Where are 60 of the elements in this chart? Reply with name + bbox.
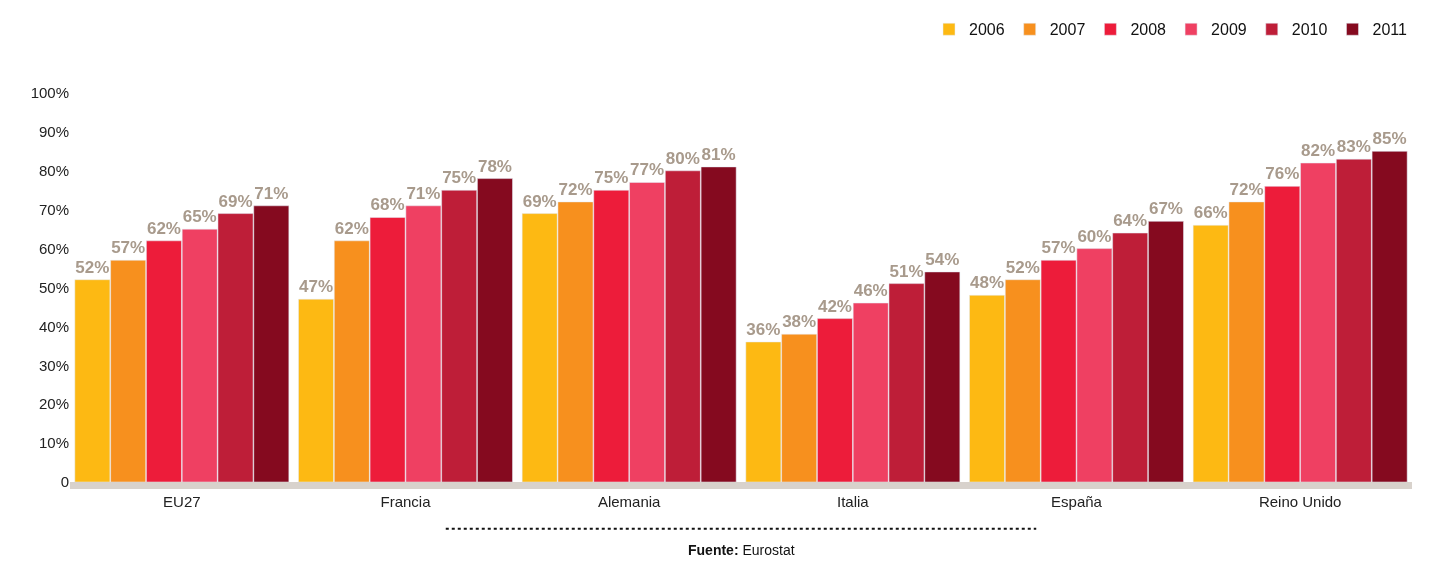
y-tick-label: 100% [30, 84, 69, 102]
x-tick-label: Reino Unido [1258, 493, 1342, 510]
data-label: 65% [182, 207, 217, 227]
x-tick-label: EU27 [163, 493, 201, 510]
data-label: 83% [1336, 137, 1371, 157]
data-label: 71% [254, 183, 289, 203]
data-label: 81% [701, 144, 736, 164]
data-label: 69% [522, 191, 557, 211]
data-label: 36% [746, 319, 781, 339]
data-label: 69% [218, 191, 253, 211]
data-label: 42% [817, 296, 852, 316]
y-tick-label: 80% [38, 162, 69, 180]
data-label: 57% [1041, 238, 1076, 258]
legend-label: 2009 [1211, 21, 1247, 39]
data-label: 38% [782, 312, 817, 332]
y-tick-label: 10% [38, 434, 69, 452]
legend-label: 2006 [969, 21, 1005, 39]
data-label: 67% [1148, 199, 1183, 219]
data-label: 54% [925, 249, 960, 269]
y-tick-label: 40% [38, 317, 69, 335]
x-tick-label: España [1051, 493, 1103, 510]
y-tick-label: 30% [38, 356, 69, 374]
data-label: 77% [630, 160, 665, 180]
y-tick-label: 60% [38, 239, 69, 257]
data-label: 68% [370, 195, 405, 215]
data-label: 82% [1301, 141, 1336, 161]
y-tick-label: 0 [60, 473, 69, 491]
data-label: 52% [75, 257, 110, 277]
data-label: 80% [665, 148, 700, 168]
data-label: 46% [853, 281, 888, 301]
data-label: 71% [406, 183, 441, 203]
data-label: 78% [477, 156, 512, 176]
data-label: 51% [889, 261, 924, 281]
data-label: 47% [299, 277, 334, 297]
data-label: 62% [334, 218, 369, 238]
x-tick-label: Italia [836, 493, 870, 510]
data-label: 72% [558, 179, 593, 199]
y-tick-label: 50% [38, 278, 69, 296]
source-note: Fuente: Eurostat [688, 542, 795, 558]
y-tick-label: 20% [38, 395, 69, 413]
data-label: 72% [1229, 179, 1264, 199]
legend-label: 2010 [1291, 21, 1328, 39]
data-label: 52% [1005, 257, 1040, 277]
data-label: 66% [1193, 203, 1228, 223]
y-tick-label: 90% [38, 123, 69, 141]
x-tick-label: Francia [380, 493, 432, 510]
legend-label: 2011 [1372, 21, 1407, 39]
data-label: 60% [1077, 226, 1112, 246]
data-label: 64% [1113, 211, 1148, 231]
legend-label: 2007 [1049, 21, 1086, 39]
data-label: 57% [111, 238, 146, 258]
data-label: 75% [594, 168, 629, 188]
data-label: 48% [970, 273, 1005, 293]
data-label: 85% [1372, 129, 1407, 149]
data-label: 62% [146, 218, 181, 238]
y-tick-label: 70% [38, 200, 69, 218]
data-label: 76% [1265, 164, 1300, 184]
data-label: 75% [442, 168, 477, 188]
x-tick-label: Alemania [597, 493, 662, 510]
legend-label: 2008 [1130, 21, 1167, 39]
